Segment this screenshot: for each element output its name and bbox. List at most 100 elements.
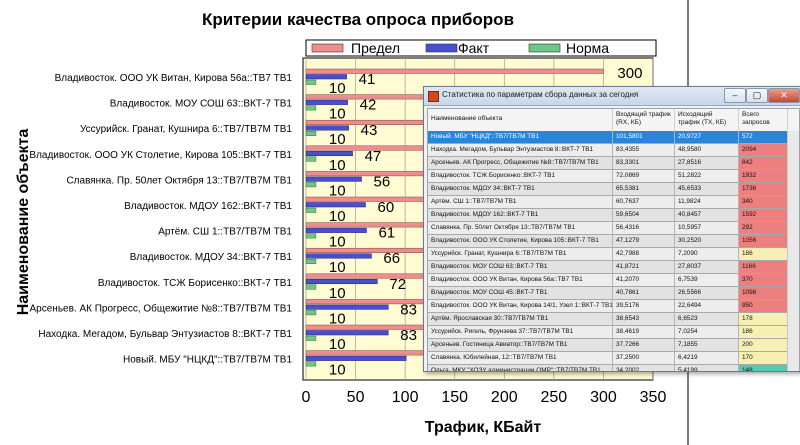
table-row[interactable]: Владивосток. МДОУ 162::ВКТ-7 ТВ1 59,6504 4… — [428, 209, 799, 222]
column-header-tx[interactable]: Исходящий трафик (TX, КБ) — [675, 109, 739, 131]
table-row[interactable]: Владивосток. ООО УК Витан, Кирова 56а::Т… — [428, 274, 799, 287]
x-tick-label-1: 50 — [347, 389, 365, 406]
table-row[interactable]: Владивосток. ООО УК Витан, Кирова 14/1, … — [428, 300, 799, 313]
table-row[interactable]: Уссурийск. Гранат, Кушнира 6::ТВ7/ТВ7М Т… — [428, 248, 799, 261]
table-cell-rx: 83,3301 — [613, 157, 675, 169]
table-cell-req: 1098 — [739, 287, 788, 299]
table-cell-name: Арсеньев. АК Прогресс, Общежитие №8::ТВ7… — [428, 157, 613, 169]
table-cell-rx: 38,6543 — [613, 313, 675, 325]
table-cell-name: Владивосток. ООО УК Витан, Кирова 14/1, … — [428, 300, 613, 312]
bar-norm-11 — [305, 361, 317, 367]
close-button[interactable]: ✕ — [768, 88, 800, 103]
data-label-norm-2: 10 — [329, 131, 346, 148]
column-header-requests[interactable]: Всего запросов — [739, 109, 788, 131]
data-label-fact-7: 66 — [383, 250, 400, 267]
table-row[interactable]: Находка. Мегадом, Бульвар Энтузиастов 8:… — [428, 144, 799, 157]
table-cell-name: Владивосток. ТСЖ Борисенко::ВКТ-7 ТВ1 — [428, 170, 613, 182]
table-cell-tx: 7,0254 — [675, 326, 739, 338]
table-row[interactable]: Артём. СШ 1::ТВ7/ТВ7М ТВ1 60,7637 11,9824 3… — [428, 196, 799, 209]
table-row[interactable]: Славянка. Пр. 50лет Октября 13::ТВ7/ТВ7М… — [428, 222, 799, 235]
legend-swatch-2 — [528, 43, 561, 53]
category-label-0: Владивосток. ООО УК Витан, Кирова 56а::Т… — [55, 73, 293, 84]
bar-norm-8 — [305, 284, 317, 290]
table-cell-rx: 41,2070 — [613, 274, 675, 286]
table-row[interactable]: Владивосток. ТСЖ Борисенко::ВКТ-7 ТВ1 72,… — [428, 170, 799, 183]
table-cell-rx: 83,4355 — [613, 144, 675, 156]
bar-norm-10 — [305, 335, 317, 341]
bar-norm-2 — [305, 130, 317, 136]
table-row[interactable]: Владивосток. МОУ СОШ 63::ВКТ-7 ТВ1 41,872… — [428, 261, 799, 274]
bar-fact-6 — [305, 227, 367, 233]
table-cell-name: Владивосток. МДОУ 162::ВКТ-7 ТВ1 — [428, 209, 613, 221]
bar-fact-2 — [305, 125, 349, 131]
table-cell-name: Уссурийск. Ригель, Фрунзева 37::ТВ7/ТВ7М… — [428, 326, 613, 338]
data-label-norm-9: 10 — [329, 310, 346, 327]
table-row[interactable]: Ольга. МКУ "ХОЗУ администрации ОМР"::ТВ7… — [428, 365, 799, 371]
data-label-fact-9: 83 — [400, 301, 417, 318]
x-tick-label-7: 350 — [640, 389, 667, 406]
table-cell-req: 340 — [739, 196, 788, 208]
category-label-2: Уссурийск. Гранат, Кушнира 6::ТВ7/ТВ7М Т… — [80, 124, 292, 135]
table-cell-name: Артём. СШ 1::ТВ7/ТВ7М ТВ1 — [428, 196, 613, 208]
y-axis-label: Наименование объекта — [15, 129, 32, 316]
table-row[interactable]: Владивосток. МДОУ 34::ВКТ-7 ТВ1 65,5381 45… — [428, 183, 799, 196]
table-cell-tx: 30,2520 — [675, 235, 739, 247]
category-label-8: Владивосток. ТСЖ Борисенко::ВКТ-7 ТВ1 — [98, 278, 293, 289]
minimize-button[interactable]: – — [724, 88, 746, 103]
bar-fact-4 — [305, 176, 362, 182]
legend-label-1: Факт — [458, 40, 490, 56]
window-titlebar[interactable]: Статистика по параметрам сбора данных за… — [424, 87, 800, 106]
table-row[interactable]: Арсеньев. АК Прогресс, Общежитие №8::ТВ7… — [428, 157, 799, 170]
window-title: Статистика по параметрам сбора данных за… — [442, 90, 639, 99]
bar-norm-0 — [305, 79, 317, 85]
table-cell-tx: 27,8516 — [675, 157, 739, 169]
table-cell-tx: 6,7539 — [675, 274, 739, 286]
statistics-window[interactable]: Статистика по параметрам сбора данных за… — [423, 86, 800, 372]
legend-box — [305, 39, 657, 57]
bar-fact-9 — [305, 304, 389, 310]
table-cell-rx: 38,4619 — [613, 326, 675, 338]
table-row[interactable]: Владивосток. МОУ СОШ 45::ВКТ-7 ТВ1 40,786… — [428, 287, 799, 300]
table-row[interactable]: Уссурийск. Ригель, Фрунзева 37::ТВ7/ТВ7М… — [428, 326, 799, 339]
table-cell-name: Владивосток. МОУ СОШ 45::ВКТ-7 ТВ1 — [428, 287, 613, 299]
table-row[interactable]: Славянка. Юбилейная, 12::ТВ7/ТВ7М ТВ1 37,… — [428, 352, 799, 365]
maximize-button[interactable]: ▢ — [746, 88, 768, 103]
table-cell-tx: 22,6494 — [675, 300, 739, 312]
table-cell-req: 1592 — [739, 209, 788, 221]
table-cell-req: 148 — [739, 365, 788, 371]
x-tick-label-5: 250 — [541, 389, 568, 406]
category-label-1: Владивосток. МОУ СОШ 63::ВКТ-7 ТВ1 — [110, 99, 293, 110]
bar-fact-8 — [305, 279, 378, 285]
table-cell-tx: 11,9824 — [675, 196, 739, 208]
data-label-fact-3: 47 — [365, 148, 382, 165]
table-row[interactable]: Новый. МБУ "НЦКД"::ТВ7/ТВ7М ТВ1 101,5801 2… — [428, 131, 799, 144]
bar-limit-0 — [305, 68, 604, 74]
table-cell-req: 1166 — [739, 261, 788, 273]
legend-swatch-0 — [311, 43, 344, 53]
data-label-fact-2: 43 — [361, 122, 378, 139]
table-header: Наименование объекта Входящий трафик (RX… — [428, 109, 799, 132]
table-cell-req: 370 — [739, 274, 788, 286]
table-row[interactable]: Артём. Ярославская 30::ТВ7/ТВ7М ТВ1 38,65… — [428, 313, 799, 326]
data-label-norm-11: 10 — [329, 362, 346, 379]
table-cell-tx: 48,9580 — [675, 144, 739, 156]
table-cell-tx: 40,8457 — [675, 209, 739, 221]
column-header-name[interactable]: Наименование объекта — [428, 109, 613, 131]
table-cell-req: 200 — [739, 339, 788, 351]
table-cell-req: 572 — [739, 131, 788, 143]
statistics-table[interactable]: Наименование объекта Входящий трафик (RX… — [427, 108, 800, 371]
data-label-fact-0: 41 — [359, 71, 376, 88]
legend-swatch-1 — [425, 43, 458, 53]
category-label-10: Находка. Мегадом, Бульвар Энтузиастов 8:… — [38, 329, 292, 340]
data-label-limit-top: 300 — [617, 65, 642, 82]
table-cell-req: 1736 — [739, 183, 788, 195]
table-cell-req: 950 — [739, 300, 788, 312]
vertical-scrollbar[interactable] — [787, 131, 799, 371]
legend-label-2: Норма — [566, 40, 609, 56]
table-row[interactable]: Арсеньев. Гостиница Авиатор::ТВ7/ТВ7М ТВ… — [428, 339, 799, 352]
column-header-rx[interactable]: Входящий трафик (RX, КБ) — [613, 109, 675, 131]
bar-norm-6 — [305, 233, 317, 239]
category-label-7: Владивосток. МДОУ 34::ВКТ-7 ТВ1 — [130, 252, 293, 263]
table-row[interactable]: Владивосток. ООО УК Столетие, Кирова 105… — [428, 235, 799, 248]
category-label-3: Владивосток. ООО УК Столетие, Кирова 105… — [29, 150, 292, 161]
